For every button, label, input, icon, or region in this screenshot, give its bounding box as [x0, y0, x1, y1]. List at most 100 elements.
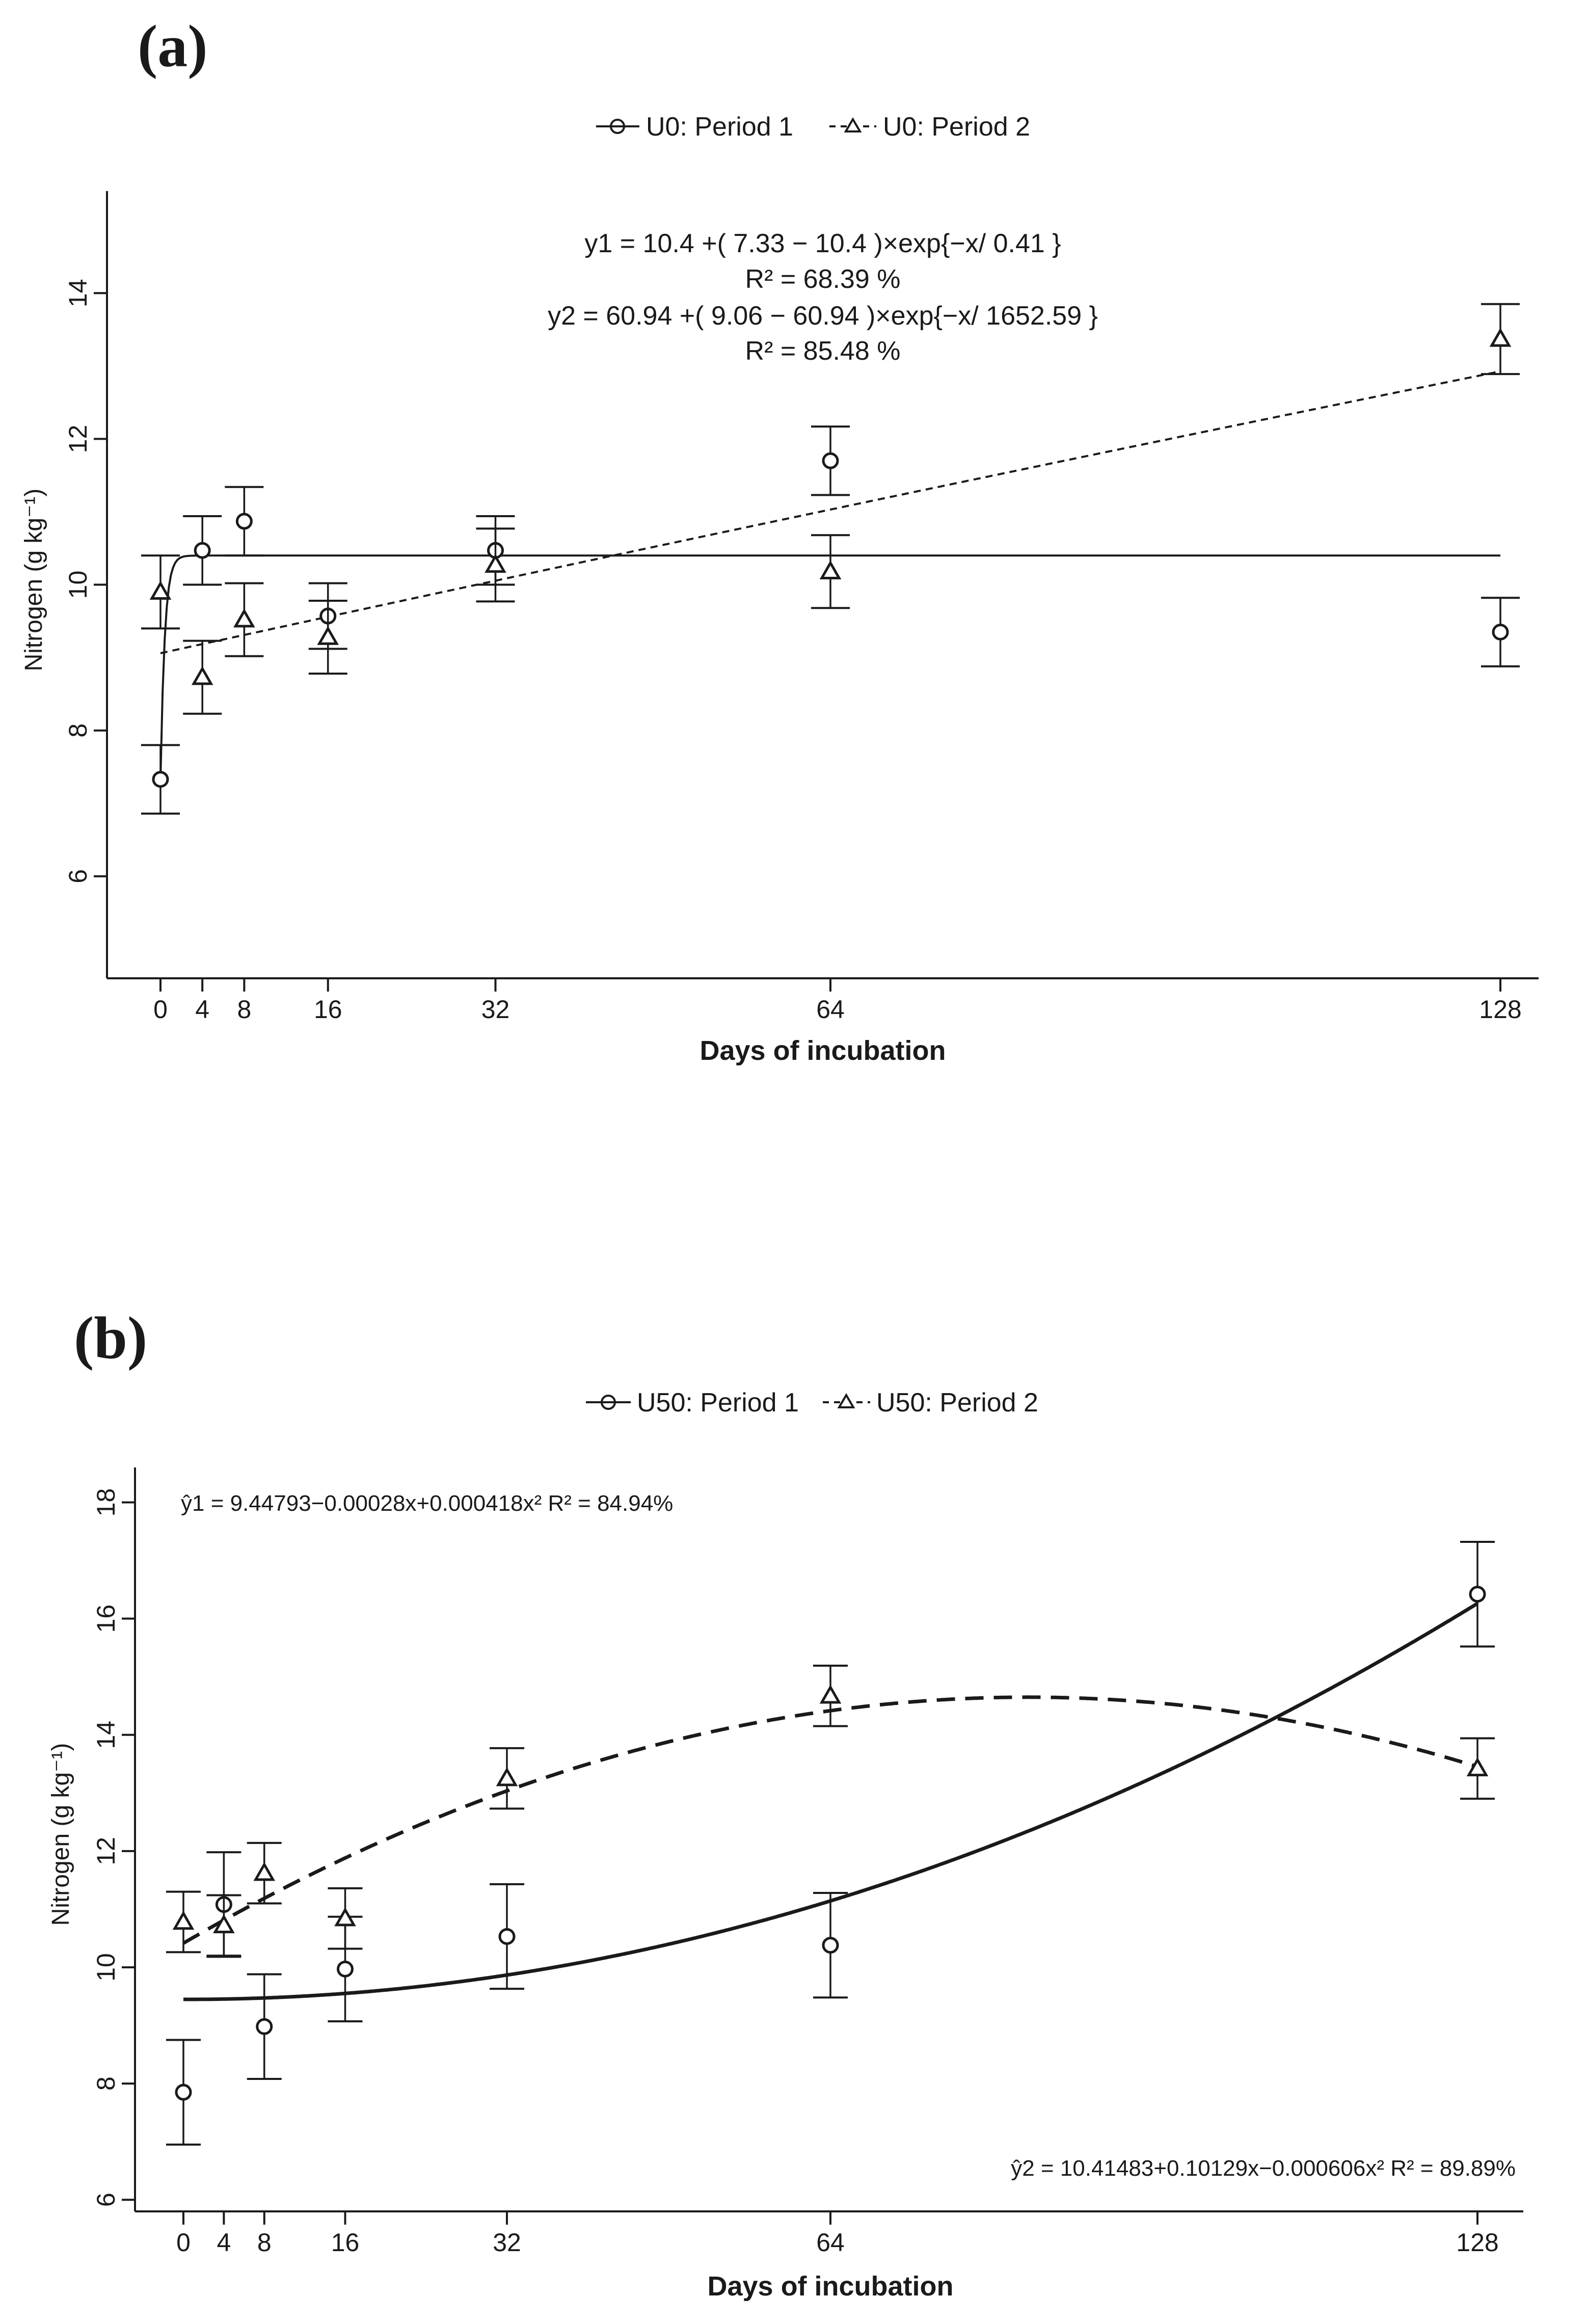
panel-b-y-axis-title: Nitrogen (g kg⁻¹) — [47, 1743, 74, 1926]
triangle-marker — [253, 1862, 276, 1881]
circle-marker — [822, 1937, 839, 1954]
panel-a-data-point-series-2 — [476, 527, 515, 603]
panel-a-data-point-series-2 — [308, 599, 347, 675]
panel-b-legend: U50: Period 1 U50: Period 2 — [586, 1388, 1038, 1418]
circle-marker — [498, 1928, 516, 1945]
circle-marker — [822, 452, 839, 469]
triangle-marker — [496, 1767, 518, 1786]
triangle-marker — [172, 1910, 195, 1930]
panel-b-data-point-series-2 — [328, 1887, 363, 1950]
circle-marker — [175, 2083, 192, 2101]
panel-a-x-axis-title: Days of incubation — [700, 1035, 946, 1066]
panel-a-x-tick-label: 128 — [1479, 995, 1521, 1024]
circle-marker — [1492, 623, 1509, 640]
panel-b-x-tick-label: 128 — [1456, 2228, 1498, 2257]
triangle-marker — [213, 1914, 235, 1934]
panel-a-data-point-series-1 — [141, 744, 180, 815]
panel-b-data-point-series-1 — [166, 2039, 201, 2146]
panel-b-data-point-series-2 — [206, 1894, 241, 1957]
panel-a-data-point-series-2 — [183, 639, 222, 715]
panel-b-legend-label-2: U50: Period 2 — [876, 1388, 1038, 1418]
panel-b-y-tick-label: 18 — [92, 1488, 120, 1517]
panel-b-equation-2: ŷ2 = 10.41483+0.10129x−0.000606x² R² = … — [1011, 2156, 1516, 2181]
panel-b-x-tick-label: 32 — [493, 2228, 521, 2257]
triangle-marker — [191, 666, 213, 685]
panel-a-equation-2: y2 = 60.94 +( 9.06 − 60.94 )×exp{−x/ 165… — [548, 301, 1098, 331]
panel-a-x-tick-label: 4 — [195, 995, 209, 1024]
panel-b-x-axis-title: Days of incubation — [707, 2271, 953, 2302]
panel-b-x-tick-label: 64 — [816, 2228, 845, 2257]
triangle-marker — [1489, 328, 1512, 347]
panel-b-y-tick-label: 12 — [92, 1837, 120, 1865]
triangle-marker — [819, 1685, 842, 1704]
panel-b-plot-area — [166, 1541, 1495, 2146]
circle-marker — [152, 770, 169, 788]
panel-a-data-point-series-2 — [141, 554, 180, 630]
panel-a-x-tick-label: 16 — [314, 995, 342, 1024]
panel-b-x-tick-label: 4 — [217, 2228, 231, 2257]
panel-a-x-tick-label: 32 — [481, 995, 510, 1024]
circle-marker — [194, 542, 211, 559]
panel-b-y-tick-label: 8 — [92, 2076, 120, 2091]
panel-b-y-tick-label: 10 — [92, 1953, 120, 1982]
panel-b-y-ticks: 6 8 10 12 14 16 18 — [92, 1488, 135, 2207]
panel-b-y-tick-label: 6 — [92, 2193, 120, 2207]
panel-a-legend-item-1: U0: Period 1 — [596, 112, 793, 142]
panel-a-data-point-series-1 — [811, 425, 850, 496]
panel-a-y-tick-label: 8 — [64, 724, 92, 738]
triangle-marker-icon — [844, 117, 862, 132]
panel-a-x-tick-label: 8 — [237, 995, 251, 1024]
panel-a-equation-1-r2: R² = 68.39 % — [745, 264, 901, 294]
circle-marker — [1469, 1586, 1486, 1603]
panel-b-x-tick-label: 0 — [176, 2228, 191, 2257]
triangle-marker — [334, 1907, 356, 1927]
panel-b-label: (b) — [74, 1304, 147, 1371]
panel-b-data-point-series-2 — [166, 1890, 201, 1954]
triangle-marker — [819, 560, 842, 579]
circle-marker — [256, 2018, 273, 2035]
panel-b-y-tick-label: 16 — [92, 1605, 120, 1633]
panel-a-data-point-series-2 — [811, 534, 850, 609]
panel-b-y-tick-label: 14 — [92, 1721, 120, 1749]
panel-b-data-point-series-1 — [813, 1891, 848, 1999]
triangle-marker — [485, 553, 506, 573]
panel-a-fit-line-series-2 — [160, 370, 1501, 654]
panel-b-data-point-series-2 — [1460, 1737, 1495, 1800]
panel-a-data-point-series-1 — [1481, 597, 1520, 667]
panel-b-x-ticks: 0 4 8 16 32 64 128 — [176, 2211, 1499, 2257]
panel-b-legend-item-2: U50: Period 2 — [823, 1388, 1038, 1418]
panel-a: (a) U0: Period 1 U0: Period 2 0 4 8 16 32 64 1… — [20, 13, 1539, 1066]
panel-b: (b) U50: Period 1 U50: Period 2 0 4 8 16 32 6… — [47, 1304, 1523, 2302]
panel-a-label: (a) — [138, 13, 208, 79]
panel-b-data-point-series-1 — [490, 1883, 524, 1990]
panel-a-legend: U0: Period 1 U0: Period 2 — [596, 112, 1030, 142]
panel-a-y-tick-label: 14 — [64, 279, 92, 307]
panel-b-data-point-series-2 — [247, 1841, 282, 1905]
panel-b-x-tick-label: 8 — [257, 2228, 272, 2257]
panel-b-data-point-series-2 — [490, 1747, 524, 1810]
panel-a-data-point-series-1 — [225, 486, 264, 557]
panel-a-plot-area — [141, 303, 1520, 815]
circle-marker-icon — [601, 1395, 616, 1410]
panel-b-data-point-series-2 — [813, 1664, 848, 1727]
panel-a-y-axis-title: Nitrogen (g kg⁻¹) — [20, 489, 47, 672]
panel-a-equation-1: y1 = 10.4 +( 7.33 − 10.4 )×exp{−x/ 0.41 … — [584, 229, 1061, 258]
panel-b-data-point-series-1 — [247, 1973, 282, 2080]
panel-a-y-tick-label: 10 — [64, 571, 92, 599]
triangle-marker — [149, 580, 172, 600]
panel-a-x-ticks: 0 4 8 16 32 64 128 — [153, 978, 1522, 1024]
triangle-marker-icon — [837, 1393, 855, 1408]
panel-a-y-ticks: 6 8 10 12 14 — [64, 279, 107, 884]
panel-a-x-tick-label: 0 — [153, 995, 168, 1024]
circle-marker-icon — [610, 119, 625, 134]
triangle-marker — [1466, 1757, 1489, 1777]
panel-a-y-tick-label: 12 — [64, 425, 92, 453]
panel-a-legend-item-2: U0: Period 2 — [829, 112, 1030, 142]
circle-marker — [337, 1960, 354, 1978]
panel-a-legend-label-1: U0: Period 1 — [646, 112, 793, 142]
panel-a-x-tick-label: 64 — [816, 995, 845, 1024]
panel-a-data-point-series-2 — [225, 582, 264, 657]
panel-b-x-tick-label: 16 — [331, 2228, 360, 2257]
panel-a-equation-2-r2: R² = 85.48 % — [745, 336, 901, 366]
